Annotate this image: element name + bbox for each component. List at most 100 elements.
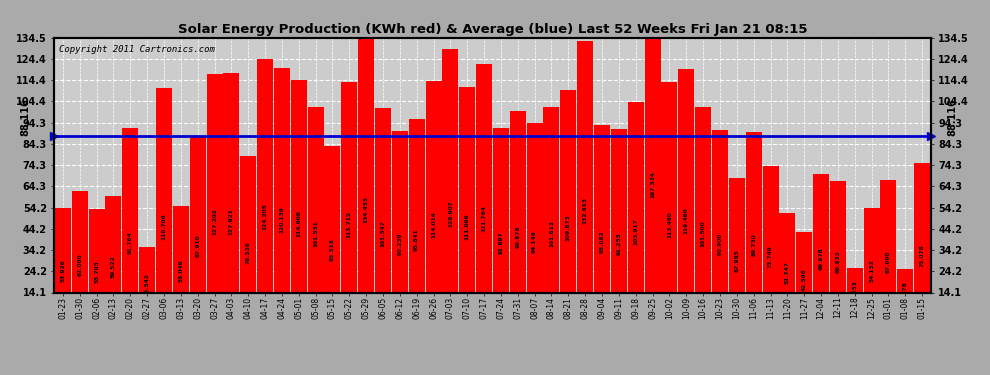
Bar [745, 132, 761, 322]
Bar [54, 208, 71, 322]
Bar [830, 181, 845, 322]
Bar [409, 119, 425, 322]
Text: 78.526: 78.526 [246, 241, 250, 264]
Bar [577, 42, 593, 322]
Bar [140, 247, 155, 322]
Bar [661, 82, 677, 322]
Bar [897, 269, 914, 322]
Text: 114.014: 114.014 [431, 211, 436, 238]
Text: Copyright 2011 Cartronics.com: Copyright 2011 Cartronics.com [58, 45, 215, 54]
Text: 25.078: 25.078 [903, 281, 908, 304]
Bar [291, 80, 307, 322]
Text: 35.542: 35.542 [145, 273, 149, 296]
Text: 66.933: 66.933 [836, 250, 841, 273]
Bar [190, 136, 206, 322]
Text: 91.764: 91.764 [128, 232, 133, 254]
Text: 101.347: 101.347 [380, 220, 385, 247]
Bar [342, 81, 357, 322]
Bar [796, 232, 812, 322]
Text: 119.460: 119.460 [684, 207, 689, 234]
Bar [308, 107, 324, 322]
Bar [426, 81, 442, 322]
Text: 90.900: 90.900 [718, 233, 723, 255]
Bar [392, 131, 408, 322]
Bar [71, 191, 88, 322]
Bar [863, 208, 880, 322]
Bar [544, 107, 559, 322]
Bar [914, 164, 931, 322]
Bar [224, 73, 240, 322]
Text: 91.897: 91.897 [498, 232, 504, 254]
Text: 117.921: 117.921 [229, 208, 234, 235]
Text: 99.876: 99.876 [516, 226, 521, 248]
Text: 91.255: 91.255 [617, 232, 622, 255]
Text: 124.205: 124.205 [262, 203, 267, 230]
Text: 114.608: 114.608 [296, 210, 301, 237]
Bar [846, 268, 862, 322]
Text: 73.749: 73.749 [768, 245, 773, 268]
Bar [628, 102, 644, 322]
Bar [105, 196, 122, 322]
Text: 87.910: 87.910 [195, 235, 200, 257]
Text: 75.078: 75.078 [920, 244, 925, 267]
Bar [443, 50, 458, 322]
Bar [241, 156, 256, 322]
Text: 101.613: 101.613 [549, 220, 554, 247]
Text: 54.152: 54.152 [869, 260, 874, 282]
Bar [880, 180, 897, 322]
Text: 94.146: 94.146 [533, 230, 538, 253]
Bar [173, 206, 189, 322]
Bar [156, 88, 172, 322]
Bar [594, 125, 610, 322]
Text: 101.500: 101.500 [701, 220, 706, 247]
Bar [459, 87, 475, 322]
Bar [712, 130, 728, 322]
Text: 88.116: 88.116 [947, 98, 957, 136]
Text: 120.139: 120.139 [279, 207, 284, 233]
Text: 89.730: 89.730 [751, 233, 756, 256]
Text: 109.875: 109.875 [566, 214, 571, 241]
Text: 59.522: 59.522 [111, 255, 116, 278]
Text: 95.841: 95.841 [414, 229, 419, 251]
Text: 62.080: 62.080 [77, 254, 82, 276]
Text: 51.747: 51.747 [785, 261, 790, 284]
Text: 83.318: 83.318 [330, 238, 335, 261]
Bar [560, 90, 576, 322]
Bar [358, 38, 374, 322]
Bar [207, 74, 223, 322]
Bar [644, 0, 660, 322]
Text: 42.598: 42.598 [802, 268, 807, 291]
Text: 93.082: 93.082 [600, 231, 605, 254]
Text: 88.116: 88.116 [21, 98, 31, 136]
Text: 117.202: 117.202 [212, 209, 217, 236]
Text: 110.706: 110.706 [161, 213, 166, 240]
Text: 103.917: 103.917 [634, 219, 639, 245]
Bar [325, 146, 341, 322]
Text: 67.985: 67.985 [735, 249, 740, 272]
Title: Solar Energy Production (KWh red) & Average (blue) Last 52 Weeks Fri Jan 21 08:1: Solar Energy Production (KWh red) & Aver… [178, 23, 807, 36]
Bar [510, 111, 526, 322]
Bar [375, 108, 391, 322]
Bar [678, 69, 694, 322]
Text: 55.049: 55.049 [178, 259, 183, 282]
Bar [493, 128, 509, 322]
Text: 113.712: 113.712 [346, 211, 351, 238]
Text: 53.926: 53.926 [60, 260, 65, 282]
Bar [476, 64, 492, 322]
Bar [611, 129, 627, 322]
Bar [762, 166, 778, 322]
Text: 67.090: 67.090 [886, 250, 891, 273]
Text: 53.703: 53.703 [94, 260, 99, 282]
Bar [813, 174, 829, 322]
Bar [274, 68, 290, 322]
Text: 128.907: 128.907 [447, 200, 452, 227]
Bar [123, 128, 139, 322]
Text: 101.551: 101.551 [313, 220, 318, 247]
Bar [527, 123, 543, 322]
Text: 25.533: 25.533 [852, 280, 857, 303]
Text: 111.096: 111.096 [464, 213, 469, 240]
Bar [88, 209, 105, 322]
Text: 69.978: 69.978 [819, 248, 824, 270]
Text: 90.239: 90.239 [397, 233, 402, 255]
Text: 121.764: 121.764 [481, 205, 487, 232]
